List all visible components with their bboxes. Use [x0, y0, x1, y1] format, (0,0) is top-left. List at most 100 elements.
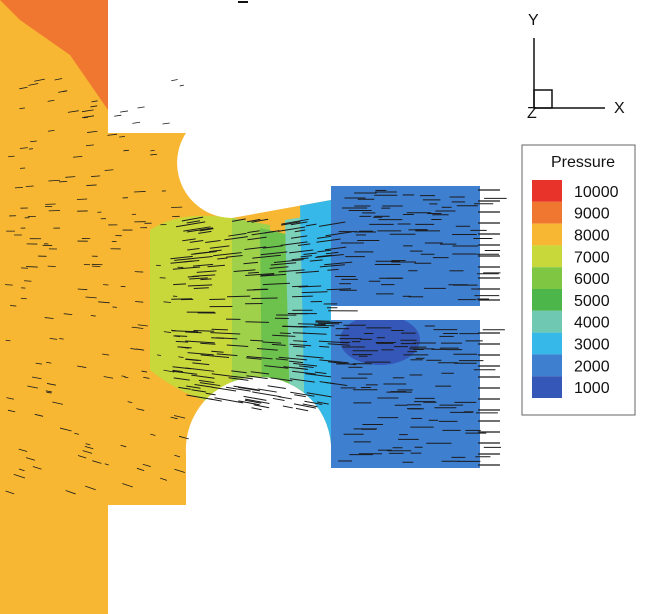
velocity-arrow: [200, 342, 216, 345]
velocity-arrow: [187, 255, 213, 260]
velocity-arrow: [187, 284, 213, 287]
velocity-arrow: [174, 258, 190, 261]
velocity-arrow: [324, 261, 353, 266]
velocity-arrow: [250, 339, 264, 342]
velocity-arrow: [211, 337, 224, 339]
velocity-arrow: [231, 370, 247, 374]
velocity-arrow: [171, 79, 178, 82]
velocity-arrow: [314, 371, 327, 375]
velocity-arrow: [186, 227, 214, 233]
velocity-arrow: [272, 334, 296, 337]
velocity-arrow: [261, 274, 275, 276]
velocity-arrow: [245, 272, 275, 276]
velocity-arrow: [85, 296, 97, 299]
velocity-arrow: [137, 106, 145, 109]
legend-value: 5000: [574, 293, 610, 310]
velocity-arrow: [131, 326, 144, 329]
velocity-arrow: [302, 403, 318, 408]
velocity-arrow: [319, 345, 330, 348]
velocity-arrow: [253, 404, 270, 409]
velocity-arrow: [91, 175, 101, 177]
y-axis-label: Y: [528, 12, 539, 29]
velocity-arrow: [316, 235, 332, 239]
velocity-arrow: [290, 235, 308, 239]
velocity-arrow: [325, 231, 352, 237]
velocity-arrow: [130, 348, 137, 350]
velocity-arrow: [227, 295, 251, 298]
velocity-arrow: [142, 463, 151, 468]
velocity-arrow: [98, 301, 110, 304]
velocity-arrow: [246, 375, 268, 380]
velocity-arrow: [327, 268, 339, 271]
velocity-arrow: [189, 240, 204, 243]
velocity-arrow: [296, 355, 324, 359]
velocity-arrow: [246, 357, 262, 360]
velocity-arrow: [163, 369, 175, 373]
legend-title: Pressure: [551, 154, 615, 171]
velocity-arrow: [191, 374, 215, 379]
velocity-arrow: [83, 116, 89, 119]
velocity-arrow: [211, 328, 228, 331]
velocity-arrow: [194, 383, 214, 388]
velocity-arrow: [127, 401, 133, 404]
velocity-arrow: [209, 245, 230, 249]
velocity-arrow: [27, 385, 38, 389]
velocity-arrow: [327, 361, 357, 366]
velocity-arrow: [281, 218, 309, 225]
velocity-arrow: [90, 105, 98, 108]
velocity-arrow: [318, 221, 346, 227]
velocity-arrow: [282, 405, 293, 409]
velocity-arrow: [273, 259, 304, 263]
velocity-arrow: [104, 463, 109, 466]
velocity-arrow: [121, 375, 126, 378]
velocity-arrow: [104, 169, 114, 171]
velocity-arrow: [19, 107, 25, 110]
velocity-arrow: [30, 140, 37, 143]
legend-swatch: [532, 223, 562, 246]
velocity-arrow: [47, 130, 55, 132]
velocity-arrow: [260, 251, 288, 256]
velocity-arrow: [192, 263, 214, 267]
velocity-arrow: [91, 100, 98, 103]
velocity-arrow: [82, 115, 95, 118]
z-axis-label: Z: [527, 105, 537, 122]
velocity-vectors: [4, 78, 507, 495]
velocity-arrow: [281, 221, 301, 226]
velocity-arrow: [251, 297, 278, 300]
velocity-arrow: [135, 301, 144, 303]
velocity-arrow: [262, 245, 283, 249]
velocity-arrow: [271, 343, 286, 346]
velocity-arrow: [233, 269, 256, 272]
velocity-arrow: [45, 390, 53, 393]
velocity-arrow: [175, 340, 189, 343]
velocity-arrow: [189, 277, 208, 280]
velocity-arrow: [67, 110, 79, 113]
velocity-arrow: [243, 395, 267, 401]
velocity-arrow: [228, 377, 249, 381]
velocity-arrow: [174, 468, 185, 473]
velocity-arrow: [103, 376, 114, 379]
velocity-arrow: [63, 313, 73, 315]
velocity-arrow: [244, 246, 267, 251]
velocity-arrow: [251, 407, 262, 411]
velocity-arrow: [208, 249, 222, 253]
velocity-arrow: [292, 285, 309, 288]
velocity-arrow: [317, 401, 329, 405]
velocity-arrow: [122, 483, 133, 488]
velocity-arrow: [141, 370, 148, 373]
velocity-arrow: [247, 218, 261, 223]
velocity-arrow: [119, 110, 129, 113]
velocity-arrow: [245, 321, 269, 323]
velocity-arrow: [77, 288, 88, 291]
velocity-arrow: [325, 251, 339, 255]
center-slot: [331, 306, 501, 320]
zone-3000: [300, 195, 335, 445]
x-axis-label: X: [614, 100, 625, 117]
velocity-arrow: [175, 221, 206, 228]
velocity-arrow: [163, 331, 172, 333]
velocity-arrow: [6, 397, 15, 400]
velocity-arrow: [156, 354, 162, 356]
velocity-arrow: [196, 270, 217, 273]
velocity-arrow: [319, 359, 349, 364]
velocity-arrow: [5, 490, 15, 495]
